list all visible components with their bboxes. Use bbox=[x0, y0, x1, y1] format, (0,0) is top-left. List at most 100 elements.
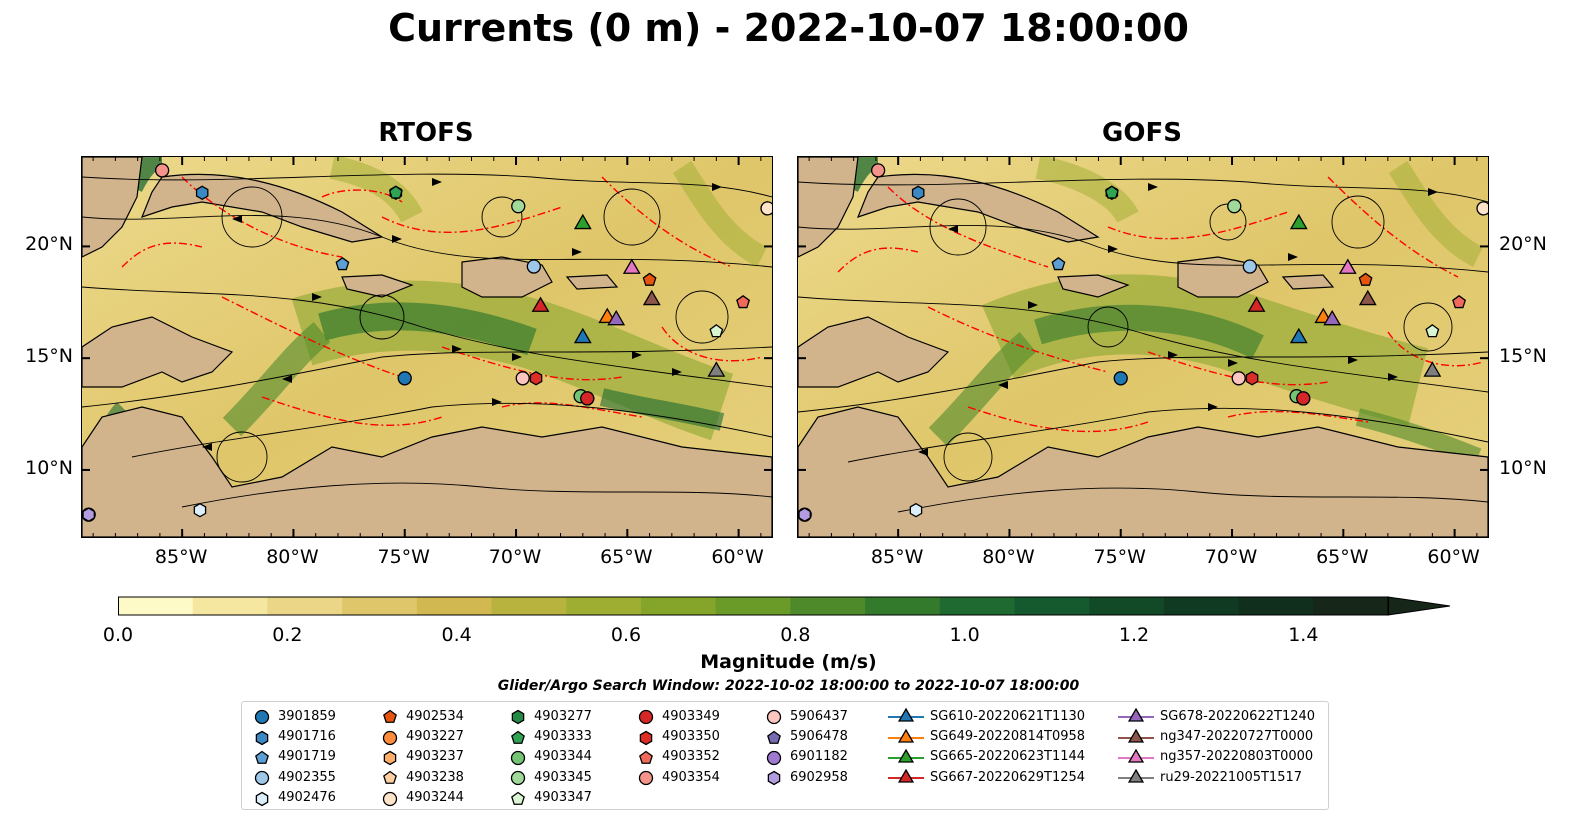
legend-marker bbox=[510, 750, 526, 766]
marker-4903350 bbox=[1245, 371, 1259, 386]
legend-swatch bbox=[888, 748, 924, 763]
legend-label: SG678-20220622T1240 bbox=[1160, 708, 1316, 724]
marker-4903347 bbox=[709, 324, 724, 338]
legend-label: 4903354 bbox=[662, 769, 720, 785]
legend-swatch bbox=[510, 750, 526, 766]
legend-swatch bbox=[511, 709, 525, 725]
legend-label: 4903344 bbox=[534, 749, 592, 765]
legend-entry: ng347-20220727T0000 bbox=[1118, 726, 1315, 746]
current-intensity-bands bbox=[85, 157, 768, 461]
marker-4903354 bbox=[870, 163, 886, 178]
marker-ng357-20220803T0000 bbox=[1338, 258, 1357, 274]
legend-label: ng357-20220803T0000 bbox=[1160, 749, 1314, 765]
legend-marker bbox=[639, 750, 653, 764]
colorbar-tick-label: 0.6 bbox=[610, 624, 642, 646]
legend-swatch bbox=[382, 791, 398, 806]
legend-swatch bbox=[510, 771, 526, 786]
legend-entry: 4903344 bbox=[508, 747, 592, 767]
colorbar-tick-label: 0.4 bbox=[441, 624, 472, 646]
legend-swatch bbox=[254, 710, 270, 725]
legend-column: 5906437 5906478 6901182 6902958 bbox=[764, 706, 848, 788]
marker-ru29-20221005T1517 bbox=[1423, 361, 1442, 377]
search-window-label: Glider/Argo Search Window: 2022-10-02 18… bbox=[497, 678, 1080, 694]
marker-4903333 bbox=[1104, 185, 1119, 199]
legend-swatch bbox=[383, 771, 397, 785]
colorbar-cell bbox=[491, 597, 567, 615]
legend-label: 4903347 bbox=[534, 790, 592, 806]
legend-marker bbox=[255, 791, 269, 807]
marker-4902476 bbox=[909, 502, 923, 518]
marker-SG665-20220623T1144 bbox=[1289, 213, 1308, 230]
float-markers bbox=[798, 163, 1488, 522]
colorbar-tick-label: 1.2 bbox=[1118, 624, 1150, 646]
legend-swatch bbox=[766, 750, 782, 766]
longitude-label: 70°W bbox=[1204, 546, 1258, 568]
legend-marker bbox=[254, 771, 270, 786]
longitude-label: 80°W bbox=[982, 546, 1035, 568]
legend-entry: 4903349 bbox=[636, 706, 720, 726]
marker-4902534 bbox=[1358, 272, 1373, 286]
longitude-label: 75°W bbox=[377, 546, 430, 568]
eddy-contours bbox=[837, 176, 1484, 433]
marker-4902355 bbox=[1242, 259, 1257, 274]
legend-label: 4903352 bbox=[662, 749, 720, 765]
marker-4903349 bbox=[580, 391, 595, 406]
legend-entry: SG665-20220623T1144 bbox=[888, 747, 1085, 767]
legend-label: ru29-20221005T1517 bbox=[1160, 769, 1303, 785]
legend-entry: SG649-20220814T0958 bbox=[888, 726, 1085, 746]
figure-title: Currents (0 m) - 2022-10-07 18:00:00 bbox=[388, 6, 1189, 50]
legend-swatch bbox=[382, 730, 398, 745]
gofs-map bbox=[797, 156, 1489, 538]
marker-4903349 bbox=[1296, 391, 1311, 406]
graticule bbox=[798, 157, 1488, 537]
legend-column: 4903277 4903333 4903344 4903345 4903347 bbox=[508, 706, 592, 808]
legend-entry: 6901182 bbox=[764, 747, 848, 767]
longitude-label: 80°W bbox=[266, 546, 319, 568]
legend-entry: 4901716 bbox=[252, 726, 336, 746]
streamline-arrows bbox=[202, 178, 722, 451]
latitude-label: 15°N bbox=[25, 345, 73, 368]
legend-marker bbox=[511, 791, 525, 805]
marker-4902476 bbox=[193, 502, 207, 518]
legend-entry: 4903244 bbox=[380, 788, 464, 808]
legend-swatch bbox=[767, 771, 781, 786]
legend-column: 4903349 4903350 4903352 4903354 bbox=[636, 706, 720, 788]
marker-SG667-20220629T1254 bbox=[1247, 296, 1266, 312]
colorbar-cell bbox=[267, 597, 343, 615]
colorbar-cell bbox=[865, 597, 941, 615]
colorbar-tick-label: 1.0 bbox=[949, 624, 980, 646]
legend-marker bbox=[897, 707, 915, 722]
legend-swatch bbox=[255, 730, 269, 745]
legend-swatch bbox=[1118, 707, 1154, 722]
marker-3901859 bbox=[1113, 371, 1128, 386]
marker-SG678-20220622T1240 bbox=[1323, 309, 1342, 326]
colorbar-cell bbox=[416, 597, 493, 615]
legend-marker bbox=[254, 710, 270, 725]
marker-5906437 bbox=[515, 371, 530, 386]
legend-marker bbox=[897, 748, 915, 763]
colorbar-cell bbox=[342, 597, 418, 615]
legend-label: ng347-20220727T0000 bbox=[1160, 729, 1314, 745]
marker-4903352 bbox=[736, 294, 751, 309]
legend-marker bbox=[1127, 769, 1145, 784]
colorbar bbox=[118, 596, 1451, 616]
legend-entry: 4901719 bbox=[252, 747, 336, 767]
legend-marker bbox=[383, 709, 397, 724]
marker-6902958 bbox=[798, 507, 811, 522]
legend-entry: 6902958 bbox=[764, 767, 848, 787]
legend-column: SG610-20220621T1130 SG649-20220814T0958 SG… bbox=[888, 706, 1085, 788]
colorbar-label: Magnitude (m/s) bbox=[700, 651, 877, 673]
legend-swatch bbox=[638, 710, 654, 725]
legend-marker bbox=[511, 730, 525, 744]
marker-4903345 bbox=[511, 199, 526, 214]
legend-label: 4901716 bbox=[278, 729, 336, 745]
colorbar-frame bbox=[118, 596, 1389, 616]
latitude-label: 10°N bbox=[1499, 456, 1547, 479]
latitude-label: 15°N bbox=[1499, 345, 1547, 368]
longitude-label: 65°W bbox=[600, 546, 653, 568]
legend-swatch bbox=[383, 750, 397, 766]
legend-column: SG678-20220622T1240 ng347-20220727T0000 ng… bbox=[1118, 706, 1315, 788]
longitude-label: 85°W bbox=[154, 546, 208, 568]
legend-entry: 4902355 bbox=[252, 767, 336, 787]
marker-4902355 bbox=[526, 259, 541, 274]
